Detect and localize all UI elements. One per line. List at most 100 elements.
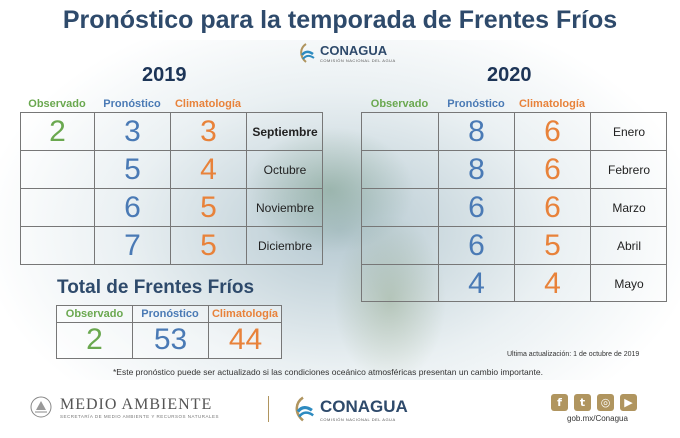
brand-subtitle: COMISIÓN NACIONAL DEL AGUA bbox=[320, 416, 396, 422]
forecast-cell: 6 bbox=[439, 189, 515, 227]
total-forecast-value: 53 bbox=[153, 323, 188, 356]
climatology-cell: 3 bbox=[171, 113, 247, 151]
national-seal-icon bbox=[30, 396, 52, 418]
month-cell: Diciembre bbox=[247, 227, 323, 265]
total-divider bbox=[208, 306, 209, 358]
table-2019: 2 3 3 Septiembre 5 4 Octubre 6 5 Noviemb… bbox=[20, 112, 323, 265]
instagram-icon[interactable]: ◎ bbox=[597, 394, 614, 411]
total-divider bbox=[57, 322, 282, 323]
total-observed-cell: 2 bbox=[57, 323, 132, 357]
forecast-value: 6 bbox=[124, 190, 141, 224]
month-cell: Marzo bbox=[591, 189, 667, 227]
climatology-value: 5 bbox=[544, 228, 561, 262]
forecast-value: 8 bbox=[468, 114, 485, 148]
forecast-cell: 8 bbox=[439, 151, 515, 189]
total-title: Total de Frentes Fríos bbox=[57, 277, 255, 298]
month-cell: Febrero bbox=[591, 151, 667, 189]
climatology-value: 6 bbox=[544, 190, 561, 224]
table-row bbox=[362, 189, 439, 227]
brand-subtitle: COMISIÓN NACIONAL DEL AGUA bbox=[320, 58, 396, 63]
month-cell: Septiembre bbox=[247, 113, 323, 151]
forecast-cell: 8 bbox=[439, 113, 515, 151]
climatology-value: 6 bbox=[544, 114, 561, 148]
forecast-cell: 3 bbox=[95, 113, 171, 151]
table-row bbox=[362, 151, 439, 189]
year-2019-label: 2019 bbox=[142, 64, 187, 86]
table-row: 2 bbox=[21, 113, 95, 151]
climatology-value: 5 bbox=[200, 190, 217, 224]
header-observed-2019: Observado bbox=[28, 98, 86, 110]
website-link[interactable]: gob.mx/Conagua bbox=[567, 414, 628, 423]
brand-name: CONAGUA bbox=[320, 43, 388, 58]
month-label: Septiembre bbox=[252, 124, 318, 139]
brand-name: CONAGUA bbox=[320, 396, 408, 416]
table-row bbox=[362, 113, 439, 151]
climatology-cell: 4 bbox=[515, 265, 591, 302]
header-climatology-2019: Climatología bbox=[174, 98, 241, 110]
table-2020: 8 6 Enero 8 6 Febrero 6 6 Marzo 6 5 Abri… bbox=[361, 112, 667, 302]
observed-value: 2 bbox=[49, 114, 66, 148]
table-row bbox=[362, 265, 439, 302]
climatology-cell: 5 bbox=[515, 227, 591, 265]
month-cell: Enero bbox=[591, 113, 667, 151]
month-label: Marzo bbox=[612, 200, 646, 215]
conagua-wave-icon bbox=[295, 396, 314, 422]
medio-ambiente-logo: MEDIO AMBIENTE SECRETARÍA DE MEDIO AMBIE… bbox=[30, 395, 219, 419]
month-cell: Abril bbox=[591, 227, 667, 265]
forecast-cell: 6 bbox=[439, 227, 515, 265]
table-row bbox=[362, 227, 439, 265]
facebook-icon[interactable]: f bbox=[551, 394, 568, 411]
month-cell: Octubre bbox=[247, 151, 323, 189]
total-climatology-value: 44 bbox=[228, 323, 263, 356]
table-row bbox=[21, 189, 95, 227]
total-header-observed: Observado bbox=[65, 308, 124, 320]
month-label: Octubre bbox=[263, 162, 307, 177]
forecast-value: 5 bbox=[124, 152, 141, 186]
climatology-cell: 4 bbox=[171, 151, 247, 189]
month-label: Enero bbox=[612, 124, 646, 139]
conagua-logo-header: CONAGUA COMISIÓN NACIONAL DEL AGUA bbox=[296, 42, 396, 64]
last-updated-text: Ultima actualización: 1 de octubre de 20… bbox=[507, 351, 640, 358]
ministry-name: MEDIO AMBIENTE bbox=[60, 395, 213, 413]
page-title: Pronóstico para la temporada de Frentes … bbox=[62, 6, 618, 34]
climatology-cell: 5 bbox=[171, 227, 247, 265]
month-label: Diciembre bbox=[257, 239, 312, 253]
month-cell: Mayo bbox=[591, 265, 667, 302]
conagua-wave-icon bbox=[300, 43, 315, 63]
youtube-icon[interactable]: ▶ bbox=[620, 394, 637, 411]
climatology-value: 4 bbox=[544, 266, 561, 300]
header-forecast-2020: Pronóstico bbox=[447, 98, 505, 110]
climatology-cell: 6 bbox=[515, 151, 591, 189]
month-label: Febrero bbox=[607, 162, 651, 177]
forecast-value: 4 bbox=[468, 266, 485, 300]
total-header-climatology: Climatología bbox=[211, 308, 278, 320]
table-row bbox=[21, 151, 95, 189]
forecast-cell: 4 bbox=[439, 265, 515, 302]
total-header-forecast: Pronóstico bbox=[141, 308, 199, 320]
total-climatology-cell: 44 bbox=[209, 323, 282, 357]
forecast-value: 8 bbox=[468, 152, 485, 186]
forecast-value: 6 bbox=[468, 190, 485, 224]
climatology-cell: 6 bbox=[515, 189, 591, 227]
month-label: Noviembre bbox=[255, 200, 315, 215]
climatology-value: 5 bbox=[200, 229, 217, 262]
twitter-icon[interactable]: t bbox=[574, 394, 591, 411]
forecast-value: 3 bbox=[124, 114, 141, 148]
forecast-value: 7 bbox=[124, 229, 141, 262]
month-cell: Noviembre bbox=[247, 189, 323, 227]
ministry-subtitle: SECRETARÍA DE MEDIO AMBIENTE Y RECURSOS … bbox=[60, 413, 219, 419]
header-climatology-2020: Climatología bbox=[518, 98, 585, 110]
table-row bbox=[21, 227, 95, 265]
forecast-value: 6 bbox=[468, 228, 485, 262]
month-label: Abril bbox=[616, 238, 641, 253]
month-label: Mayo bbox=[614, 276, 644, 291]
forecast-cell: 7 bbox=[95, 227, 171, 265]
climatology-value: 3 bbox=[200, 114, 217, 148]
year-2020-label: 2020 bbox=[487, 64, 532, 86]
climatology-value: 6 bbox=[544, 152, 561, 186]
header-observed-2020: Observado bbox=[370, 98, 429, 110]
forecast-cell: 5 bbox=[95, 151, 171, 189]
climatology-cell: 5 bbox=[171, 189, 247, 227]
globe-background-image bbox=[0, 40, 680, 380]
total-table: Observado Pronóstico Climatología 2 53 4… bbox=[56, 305, 282, 359]
